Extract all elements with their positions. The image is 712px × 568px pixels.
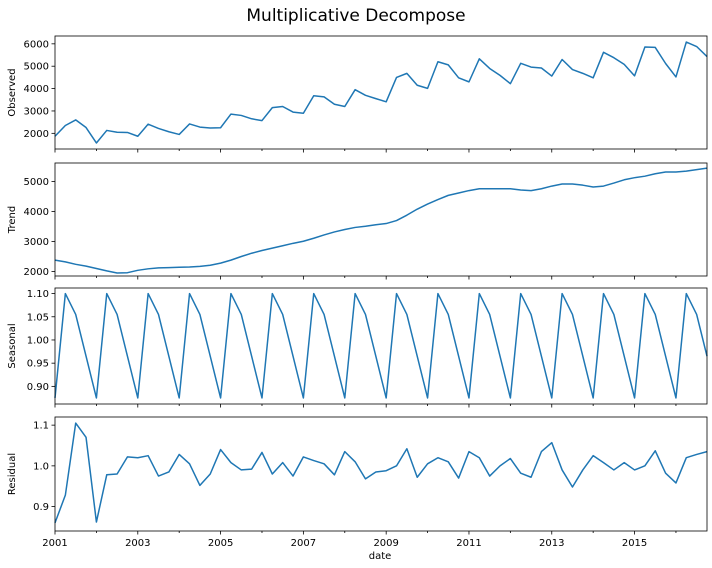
- residual-y-tick-label: 1.0: [33, 461, 49, 472]
- panel-observed: 2000 3000 4000 5000 6000 Observed: [7, 35, 708, 153]
- observed-y-axis-label: Observed: [7, 68, 18, 116]
- x-tick-label: 2005: [208, 538, 233, 549]
- observed-series-line: [54, 41, 708, 144]
- x-tick-label: 2011: [456, 538, 481, 549]
- trend-y-tick-label: 2000: [24, 267, 49, 278]
- panel-residual: 0.9 1.0 1.1 Residual: [7, 416, 708, 535]
- trend-y-tick-label: 4000: [24, 207, 49, 218]
- seasonal-axes-frame: [54, 287, 708, 405]
- panels-group: 2000 3000 4000 5000 6000 Observed 2000 3000 4000…: [7, 35, 708, 549]
- trend-y-axis-label: Trend: [7, 206, 18, 234]
- residual-y-axis-label: Residual: [7, 453, 18, 495]
- trend-series-line: [54, 167, 708, 274]
- seasonal-y-tick-label: 1.10: [27, 289, 49, 300]
- residual-y-tick-label: 0.9: [33, 502, 49, 513]
- seasonal-y-tick-label: 1.05: [27, 312, 49, 323]
- observed-y-tick-label: 3000: [24, 106, 49, 117]
- x-axis-label: date: [369, 551, 392, 562]
- x-tick-label: 2013: [539, 538, 564, 549]
- seasonal-y-tick-label: 0.95: [27, 359, 49, 370]
- observed-axes-frame: [54, 35, 708, 150]
- x-tick-label: 2015: [622, 538, 647, 549]
- trend-y-tick-label: 5000: [24, 177, 49, 188]
- x-tick-label: 2001: [42, 538, 67, 549]
- observed-y-tick-label: 2000: [24, 129, 49, 140]
- trend-y-tick-label: 3000: [24, 237, 49, 248]
- figure-title: Multiplicative Decompose: [246, 6, 465, 26]
- residual-series-line: [54, 422, 708, 524]
- observed-y-tick-label: 5000: [24, 62, 49, 73]
- panel-trend: 2000 3000 4000 5000 Trend: [7, 162, 708, 280]
- observed-y-tick-label: 6000: [24, 39, 49, 50]
- observed-y-tick-label: 4000: [24, 84, 49, 95]
- residual-y-tick-label: 1.1: [33, 421, 49, 432]
- trend-axes-frame: [54, 162, 708, 277]
- residual-axes-frame: [54, 416, 708, 532]
- x-tick-label: 2003: [125, 538, 150, 549]
- seasonal-series-line: [54, 292, 708, 399]
- x-tick-label: 2009: [373, 538, 398, 549]
- panel-seasonal: 0.90 0.95 1.00 1.05 1.10 Seasonal: [7, 287, 708, 408]
- seasonal-y-tick-label: 1.00: [27, 335, 49, 346]
- seasonal-y-tick-label: 0.90: [27, 382, 49, 393]
- x-tick-label: 2007: [291, 538, 316, 549]
- seasonal-y-axis-label: Seasonal: [7, 323, 18, 368]
